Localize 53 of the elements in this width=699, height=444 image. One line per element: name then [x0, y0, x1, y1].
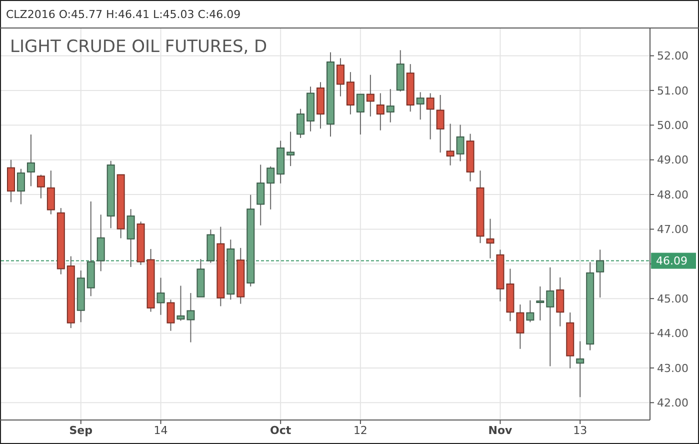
chart-subtitle: CLZ2016 O:45.77 H:46.41 L:45.03 C:46.09	[6, 8, 241, 21]
candlestick	[436, 94, 444, 154]
candlestick	[516, 304, 524, 350]
candlestick	[486, 218, 494, 259]
candlestick	[456, 124, 464, 162]
x-tick-label: 13	[573, 424, 588, 437]
y-tick-label: 52.00	[657, 50, 688, 63]
y-tick-label: 50.00	[657, 118, 688, 132]
candlestick	[576, 340, 584, 398]
candlestick	[266, 166, 275, 210]
y-tick-label: 43.00	[657, 362, 688, 375]
candlestick	[166, 299, 175, 332]
candlestick	[46, 170, 55, 215]
candlestick	[386, 88, 394, 123]
candlestick	[286, 131, 295, 167]
y-tick-label: 42.00	[657, 396, 688, 410]
candlestick	[556, 276, 564, 327]
candlestick	[96, 214, 105, 272]
candlestick	[546, 266, 554, 367]
y-tick-label: 45.00	[657, 292, 688, 306]
x-tick-label: Sep	[69, 424, 93, 437]
candlestick	[126, 208, 135, 268]
candlestick	[596, 249, 604, 298]
candlestick	[256, 164, 265, 226]
y-tick-label: 49.00	[657, 154, 688, 167]
candlestick	[6, 159, 15, 203]
candlestick	[416, 92, 424, 120]
candlestick	[366, 74, 374, 117]
candlestick	[426, 92, 434, 140]
y-tick-label: 51.00	[657, 84, 688, 98]
candlestick	[346, 72, 354, 115]
candlestick	[26, 134, 35, 187]
x-tick-label: 14	[154, 424, 168, 437]
y-tick-label: 48.00	[657, 188, 688, 202]
ref-line-label: 46.09	[656, 254, 688, 268]
candlestick	[186, 292, 195, 343]
candlestick	[376, 92, 384, 131]
y-tick-label: 44.00	[657, 327, 688, 340]
x-tick-label: Oct	[270, 424, 292, 437]
candlestick	[446, 123, 454, 166]
text: LIGHT CRUDE OIL FUTURES, D	[10, 37, 268, 57]
candlestick	[16, 168, 25, 205]
candlestick	[176, 285, 185, 322]
candlestick	[296, 108, 305, 138]
candlestick	[356, 94, 364, 135]
x-tick-label: Nov	[488, 424, 514, 437]
candlestick	[336, 58, 344, 97]
candlestick	[36, 174, 45, 199]
y-tick-label: 47.00	[657, 223, 688, 236]
x-tick-label: 12	[353, 424, 368, 437]
candlestick	[526, 300, 534, 323]
candlestick	[536, 286, 544, 321]
candlestick	[156, 277, 165, 316]
